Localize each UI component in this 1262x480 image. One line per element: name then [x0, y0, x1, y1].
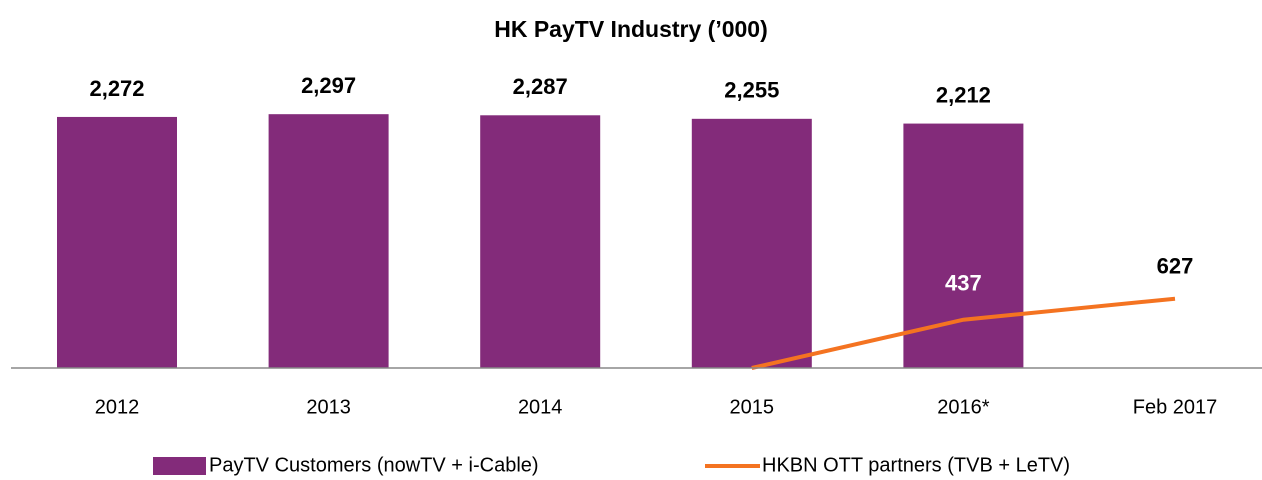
x-tick-label: 2012: [95, 396, 140, 418]
x-tick-label: 2016*: [937, 396, 989, 418]
data-label: 2,255: [724, 78, 779, 103]
chart-title: HK PayTV Industry (’000): [494, 16, 768, 42]
data-label: 2,272: [89, 76, 144, 101]
x-tick-label: 2013: [306, 396, 351, 418]
data-label: 437: [945, 271, 982, 296]
x-tick-label: 2015: [730, 396, 775, 418]
legend-label: PayTV Customers (nowTV + i-Cable): [209, 454, 539, 476]
bar: [268, 114, 389, 368]
bar: [691, 118, 812, 368]
line: [751, 296, 1176, 370]
legend-label: HKBN OTT partners (TVB + LeTV): [762, 454, 1070, 476]
data-label: 2,212: [936, 82, 991, 107]
x-tick-label: 2014: [518, 396, 563, 418]
data-label: 627: [1157, 254, 1194, 279]
legend-swatch: [153, 457, 206, 475]
data-label: 2,297: [301, 73, 356, 98]
x-tick-label: Feb 2017: [1133, 396, 1218, 418]
data-label: 2,287: [513, 74, 568, 99]
bar: [57, 116, 177, 368]
bar: [480, 115, 601, 368]
